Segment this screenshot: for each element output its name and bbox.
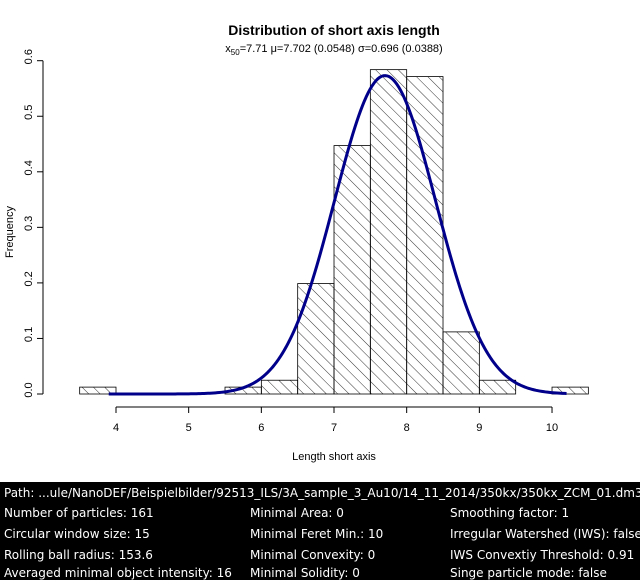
file-path: Path: ...ule/NanoDEF/Beispielbilder/9251… bbox=[4, 486, 640, 500]
histogram-bar bbox=[369, 69, 408, 395]
x-tick-label: 6 bbox=[258, 422, 264, 434]
histogram-bar bbox=[551, 386, 589, 395]
info-col2-row4: Minimal Solidity: 0 bbox=[250, 566, 360, 580]
y-tick-label: 0.0 bbox=[23, 382, 35, 397]
x-tick-label: 9 bbox=[476, 422, 482, 434]
info-col2-row1: Minimal Area: 0 bbox=[250, 506, 344, 520]
histogram-bar bbox=[442, 331, 480, 395]
info-col3-row2: Irregular Watershed (IWS): false bbox=[450, 527, 640, 541]
histogram-bar bbox=[260, 379, 299, 395]
info-col3-row3: IWS Convextiy Threshold: 0.91 bbox=[450, 548, 635, 562]
x-tick-label: 8 bbox=[404, 422, 410, 434]
info-col3-row4: Singe particle mode: false bbox=[450, 566, 607, 580]
x-tick-label: 10 bbox=[546, 422, 558, 434]
x-tick-label: 7 bbox=[331, 422, 337, 434]
histogram-bar bbox=[406, 76, 444, 395]
histogram-bar bbox=[79, 386, 117, 395]
normal-fit-curve bbox=[108, 74, 567, 396]
info-col3-row1: Smoothing factor: 1 bbox=[450, 506, 570, 520]
info-col1-row2: Circular window size: 15 bbox=[4, 527, 150, 541]
y-tick-label: 0.2 bbox=[23, 271, 35, 286]
chart-area: Distribution of short axis length x50=7.… bbox=[4, 22, 589, 463]
y-tick-label: 0.4 bbox=[23, 160, 35, 175]
info-col1-row4: Averaged minimal object intensity: 16 bbox=[4, 566, 232, 580]
y-tick-label: 0.1 bbox=[23, 327, 35, 342]
x-axis-label: Length short axis bbox=[292, 451, 376, 463]
histogram-chart: Distribution of short axis length x50=7.… bbox=[4, 22, 589, 463]
histogram-bar bbox=[333, 145, 371, 395]
x-tick-label: 5 bbox=[186, 422, 192, 434]
y-axis-label: Frequency bbox=[4, 206, 16, 258]
chart-title: Distribution of short axis length bbox=[228, 22, 440, 38]
x-tick-label: 4 bbox=[113, 422, 119, 434]
bars-group bbox=[79, 69, 589, 395]
histogram-bar bbox=[297, 283, 335, 395]
y-tick-label: 0.3 bbox=[23, 216, 35, 231]
info-col1-row3: Rolling ball radius: 153.6 bbox=[4, 548, 153, 562]
info-panel: Path: ...ule/NanoDEF/Beispielbilder/9251… bbox=[0, 482, 640, 580]
axes-group: 4 5 6 7 8 9 10 0.0 0.1 0.2 0.3 0.4 0.5 0.6 bbox=[23, 49, 558, 434]
chart-subtitle: x50=7.71 μ=7.702 (0.0548) σ=0.696 (0.038… bbox=[225, 43, 442, 57]
y-tick-label: 0.6 bbox=[23, 49, 35, 64]
info-col1-row1: Number of particles: 161 bbox=[4, 506, 154, 520]
info-col2-row2: Minimal Feret Min.: 10 bbox=[250, 527, 384, 541]
info-col2-row3: Minimal Convexity: 0 bbox=[250, 548, 376, 562]
histogram-bar bbox=[478, 379, 517, 395]
y-tick-label: 0.5 bbox=[23, 105, 35, 120]
